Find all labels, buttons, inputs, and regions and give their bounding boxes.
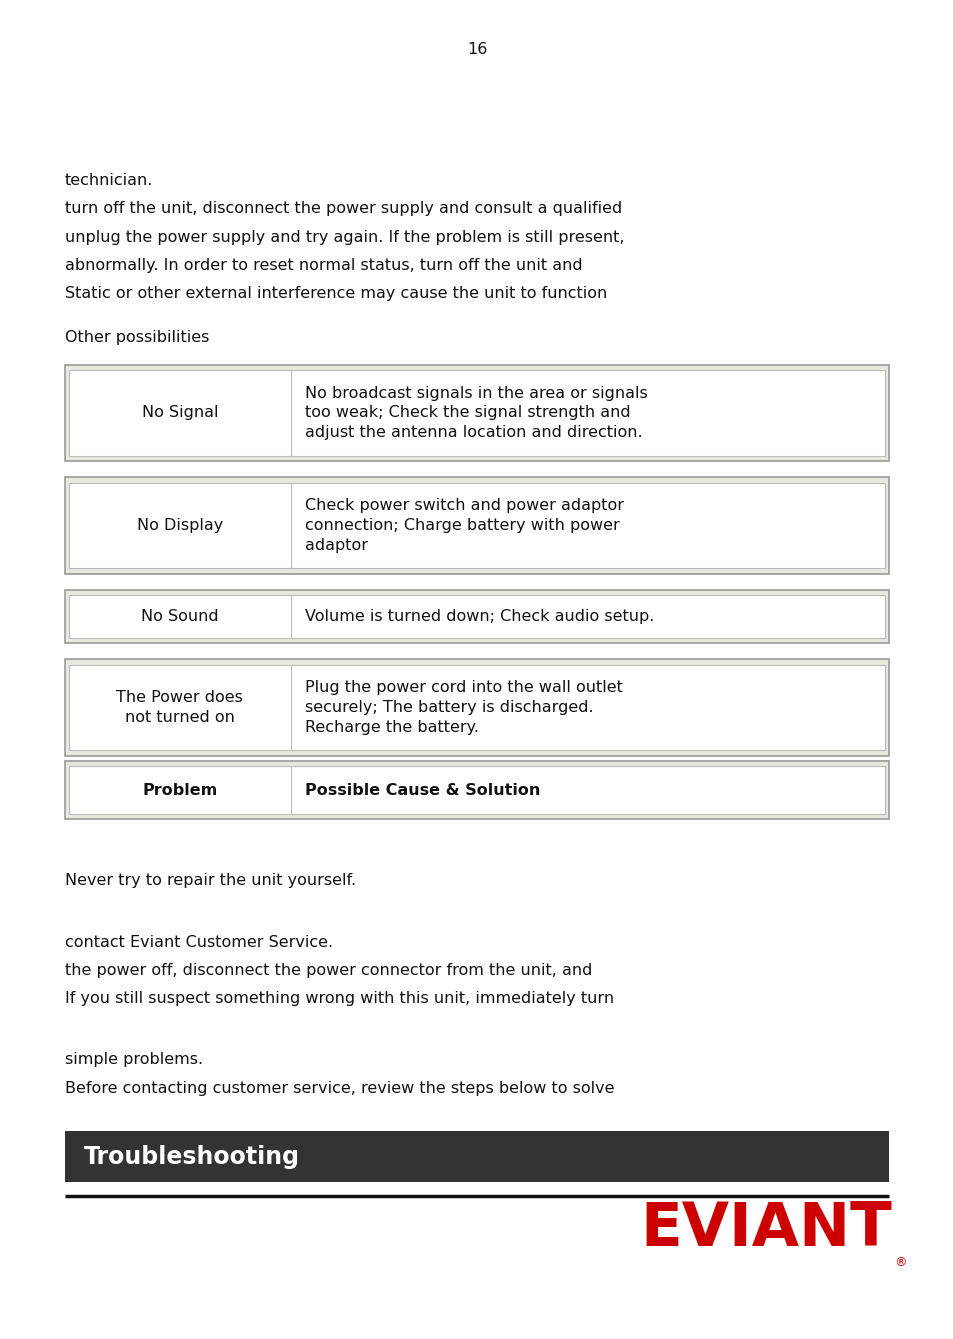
Text: unplug the power supply and try again. If the problem is still present,: unplug the power supply and try again. I… <box>65 229 623 245</box>
Text: Static or other external interference may cause the unit to function: Static or other external interference ma… <box>65 285 606 301</box>
Text: No Signal: No Signal <box>141 406 218 420</box>
FancyBboxPatch shape <box>65 659 888 755</box>
FancyBboxPatch shape <box>65 1131 888 1182</box>
Text: The Power does
not turned on: The Power does not turned on <box>116 690 243 724</box>
Text: Troubleshooting: Troubleshooting <box>84 1145 299 1169</box>
Text: No broadcast signals in the area or signals
too weak; Check the signal strength : No broadcast signals in the area or sign… <box>305 386 647 441</box>
FancyBboxPatch shape <box>69 482 884 568</box>
Text: simple problems.: simple problems. <box>65 1052 203 1067</box>
Text: If you still suspect something wrong with this unit, immediately turn: If you still suspect something wrong wit… <box>65 991 614 1006</box>
Text: turn off the unit, disconnect the power supply and consult a qualified: turn off the unit, disconnect the power … <box>65 201 621 217</box>
Text: No Display: No Display <box>136 518 223 533</box>
Text: EVIANT: EVIANT <box>639 1200 891 1259</box>
Text: Plug the power cord into the wall outlet
securely; The battery is discharged.
Re: Plug the power cord into the wall outlet… <box>305 680 622 735</box>
Text: ®: ® <box>893 1256 905 1269</box>
Text: Other possibilities: Other possibilities <box>65 329 209 345</box>
Text: 16: 16 <box>466 42 487 58</box>
Text: Check power switch and power adaptor
connection; Charge battery with power
adapt: Check power switch and power adaptor con… <box>305 498 623 553</box>
Text: Possible Cause & Solution: Possible Cause & Solution <box>305 782 540 798</box>
Text: Volume is turned down; Check audio setup.: Volume is turned down; Check audio setup… <box>305 609 654 624</box>
FancyBboxPatch shape <box>69 370 884 455</box>
FancyBboxPatch shape <box>69 595 884 637</box>
Text: No Sound: No Sound <box>141 609 218 624</box>
FancyBboxPatch shape <box>69 766 884 814</box>
Text: Before contacting customer service, review the steps below to solve: Before contacting customer service, revi… <box>65 1081 614 1095</box>
Text: technician.: technician. <box>65 173 153 189</box>
FancyBboxPatch shape <box>65 589 888 643</box>
Text: abnormally. In order to reset normal status, turn off the unit and: abnormally. In order to reset normal sta… <box>65 257 582 273</box>
FancyBboxPatch shape <box>69 664 884 750</box>
Text: the power off, disconnect the power connector from the unit, and: the power off, disconnect the power conn… <box>65 963 592 977</box>
FancyBboxPatch shape <box>65 761 888 819</box>
FancyBboxPatch shape <box>65 364 888 461</box>
Text: contact Eviant Customer Service.: contact Eviant Customer Service. <box>65 935 333 949</box>
FancyBboxPatch shape <box>65 477 888 573</box>
Text: Never try to repair the unit yourself.: Never try to repair the unit yourself. <box>65 873 355 888</box>
Text: Problem: Problem <box>142 782 217 798</box>
